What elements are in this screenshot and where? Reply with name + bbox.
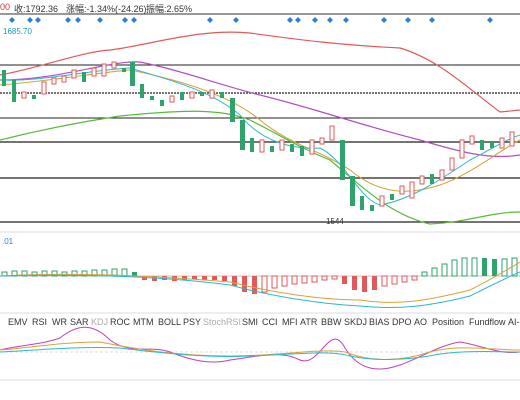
signal-markers xyxy=(9,17,493,23)
macd-axis-label: .01 xyxy=(2,237,14,246)
tab-cci[interactable]: CCI xyxy=(262,317,278,327)
tab-smi[interactable]: SMI xyxy=(242,317,259,327)
amplitude: 振幅:2.65% xyxy=(146,4,193,14)
tab-ao[interactable]: AO xyxy=(414,317,428,327)
macd-dif-line xyxy=(0,261,520,303)
price-header: 00 收:1792.36 涨幅:-1.34%(-24.26) 振幅:2.65% xyxy=(0,0,520,14)
kdj-k-line xyxy=(0,341,520,360)
close-price: 收:1792.36 xyxy=(14,4,59,14)
low-marker: 1544 xyxy=(326,217,344,226)
ma-green-line xyxy=(0,110,520,225)
tab-mfi[interactable]: MFI xyxy=(282,317,298,327)
tab-skdj[interactable]: SKDJ xyxy=(344,317,368,327)
tab-sar[interactable]: SAR xyxy=(70,317,89,327)
price-axis-label: 1685.70 xyxy=(3,27,32,36)
ma-red-line xyxy=(0,31,520,113)
tab-rsi[interactable]: RSI xyxy=(32,317,48,327)
ma-purple-line xyxy=(0,61,520,158)
header-prefix: 00 xyxy=(0,2,11,12)
tab-fundflow[interactable]: Fundflow xyxy=(469,317,506,327)
indicator-tabs: EMV RSI WR SAR KDJ ROC MTM BOLL PSY Stoc… xyxy=(0,313,520,331)
kdj-d-line xyxy=(0,346,520,361)
change-percent: 涨幅:-1.34%(-24.26) xyxy=(66,4,147,14)
tab-emv[interactable]: EMV xyxy=(8,317,28,327)
tab-roc[interactable]: ROC xyxy=(110,317,130,327)
tab-position[interactable]: Position xyxy=(432,317,465,327)
macd-histogram xyxy=(1,257,518,294)
kdj-j-line xyxy=(0,326,520,370)
tab-boll[interactable]: BOLL xyxy=(158,317,182,327)
macd-dea-line xyxy=(0,271,520,309)
tab-kdj[interactable]: KDJ xyxy=(91,317,109,327)
ma-orange-line xyxy=(0,69,520,192)
tab-dpo[interactable]: DPO xyxy=(392,317,412,327)
tab-stochrsi[interactable]: StochRSI xyxy=(203,317,242,327)
tab-ai[interactable]: AI- xyxy=(508,317,520,327)
tab-mtm[interactable]: MTM xyxy=(133,317,154,327)
candles xyxy=(2,61,515,211)
tab-bias[interactable]: BIAS xyxy=(369,317,390,327)
tab-atr[interactable]: ATR xyxy=(300,317,318,327)
tab-bbw[interactable]: BBW xyxy=(321,317,342,327)
tab-wr[interactable]: WR xyxy=(52,317,67,327)
tab-psy[interactable]: PSY xyxy=(183,317,202,327)
